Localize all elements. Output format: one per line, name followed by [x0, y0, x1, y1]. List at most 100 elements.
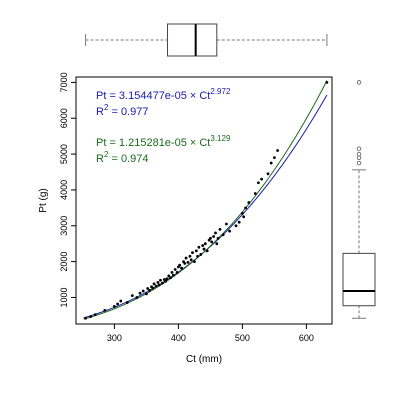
- data-point: [218, 227, 222, 231]
- data-point: [138, 291, 142, 295]
- data-point: [276, 149, 279, 152]
- data-point: [212, 235, 216, 238]
- data-point: [260, 177, 263, 181]
- plot-frame: [75, 76, 333, 325]
- data-point: [194, 249, 198, 253]
- data-point: [225, 222, 228, 226]
- fit1-equation-base: Pt = 3.154477e-05 × Ct: [96, 90, 210, 102]
- outlier-point: [356, 80, 362, 85]
- data-point: [175, 270, 179, 274]
- data-point: [188, 254, 192, 258]
- data-point: [193, 260, 196, 264]
- fit2-equation: Pt = 1.215281e-05 × Ct3.129: [96, 134, 231, 149]
- data-point: [169, 276, 173, 280]
- data-point: [167, 274, 171, 278]
- data-point: [266, 172, 270, 176]
- data-point: [196, 254, 200, 258]
- data-point: [201, 244, 205, 247]
- data-point: [130, 294, 134, 298]
- data-point: [152, 282, 156, 286]
- y-tick-label: 4000: [59, 180, 69, 200]
- data-point: [234, 224, 238, 228]
- y-tick-label: 5000: [59, 144, 69, 164]
- data-point: [205, 249, 209, 253]
- data-point: [171, 273, 175, 277]
- data-point: [325, 80, 329, 84]
- data-point: [199, 253, 203, 256]
- data-point: [103, 308, 107, 312]
- data-point: [146, 287, 150, 290]
- data-point: [183, 262, 187, 265]
- data-point: [186, 260, 190, 264]
- data-point: [178, 263, 182, 267]
- data-point: [157, 283, 161, 287]
- data-point: [191, 251, 194, 255]
- box-iqr: [342, 252, 376, 307]
- data-point: [161, 281, 164, 285]
- scatter-plot: 300 400 500 600 1000 2000 3000 4000 5000 6000 700…: [38, 72, 333, 365]
- fit2-r-squared: R2 = 0.974: [96, 150, 148, 165]
- fit1-r-squared-value: = 0.977: [108, 106, 148, 118]
- fit2-equation-exponent: 3.129: [210, 134, 231, 143]
- fit1-r-squared-exponent: 2: [104, 103, 109, 112]
- outlier-point: [356, 160, 362, 166]
- y-tick-label: 7000: [59, 72, 69, 92]
- data-point: [242, 215, 246, 219]
- y-tick-label: 1000: [59, 287, 69, 307]
- outlier-point: [356, 146, 362, 151]
- box-iqr: [167, 23, 218, 57]
- data-point: [164, 279, 168, 283]
- data-point: [247, 201, 251, 204]
- data-point: [135, 296, 139, 299]
- fit2-r-squared-exponent: 2: [104, 150, 109, 159]
- data-point: [145, 292, 148, 296]
- fit2-r-squared-value: = 0.974: [108, 153, 148, 165]
- data-point: [214, 231, 217, 235]
- right-boxplot: [342, 80, 376, 319]
- data-point: [209, 236, 212, 240]
- data-point: [151, 286, 155, 290]
- data-point: [89, 315, 93, 318]
- data-points: [84, 80, 329, 320]
- data-point: [241, 211, 244, 215]
- top-boxplot: [85, 23, 328, 57]
- x-axis-label: Ct (mm): [186, 354, 222, 365]
- data-point: [215, 242, 219, 246]
- fit-lines: [83, 80, 328, 320]
- fit1-r-squared: R2 = 0.977: [96, 103, 148, 118]
- x-axis: 300 400 500 600: [107, 324, 314, 343]
- data-point: [141, 289, 145, 293]
- data-point: [173, 268, 177, 271]
- data-point: [113, 305, 116, 308]
- x-tick-label: 400: [171, 333, 186, 343]
- fit2-r-squared-label: R: [96, 153, 104, 165]
- data-point: [189, 258, 193, 262]
- data-point: [228, 229, 232, 233]
- fit1-r-squared-label: R: [96, 106, 104, 118]
- y-tick-label: 3000: [59, 216, 69, 236]
- data-point: [197, 245, 201, 249]
- data-point: [203, 242, 207, 246]
- y-axis-label: Pt (g): [38, 188, 49, 212]
- y-tick-label: 6000: [59, 108, 69, 128]
- data-point: [165, 277, 169, 281]
- fit1-equation: Pt = 3.154477e-05 × Ct2.972: [96, 87, 231, 102]
- data-point: [269, 161, 273, 165]
- data-point: [273, 156, 276, 160]
- x-tick-label: 500: [235, 333, 250, 343]
- y-tick-label: 2000: [59, 252, 69, 272]
- data-point: [84, 316, 87, 320]
- outlier-point: [356, 151, 362, 157]
- fit1-equation-exponent: 2.972: [210, 87, 231, 96]
- data-point: [125, 301, 129, 304]
- data-point: [148, 288, 152, 292]
- data-point: [202, 247, 206, 251]
- data-point: [159, 278, 162, 282]
- x-tick-label: 600: [299, 333, 314, 343]
- data-point: [116, 302, 119, 306]
- data-point: [119, 299, 123, 303]
- data-point: [210, 240, 214, 244]
- data-point: [237, 220, 241, 224]
